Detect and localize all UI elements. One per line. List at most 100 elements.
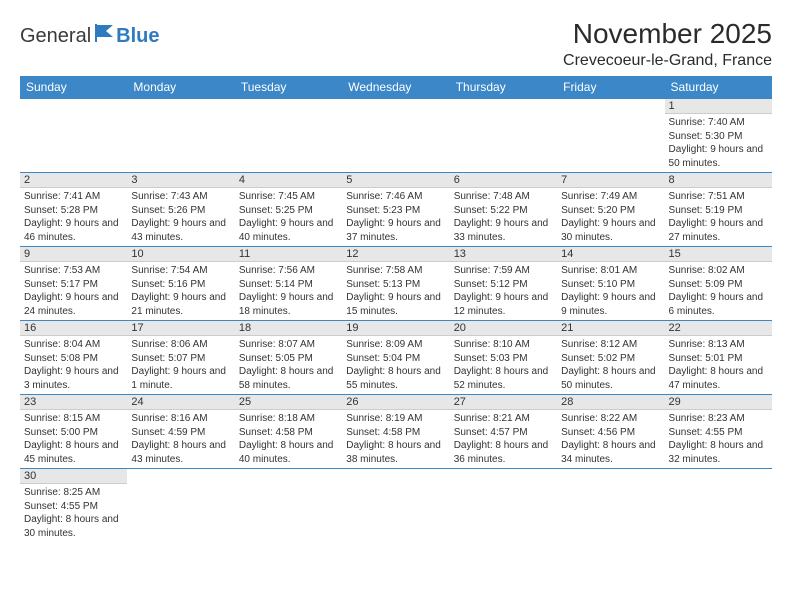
day-cell: 21Sunrise: 8:12 AMSunset: 5:02 PMDayligh… — [557, 321, 664, 395]
day-cell: 2Sunrise: 7:41 AMSunset: 5:28 PMDaylight… — [20, 173, 127, 247]
sunrise-text: Sunrise: 8:02 AM — [669, 264, 768, 278]
calendar-row: 9Sunrise: 7:53 AMSunset: 5:17 PMDaylight… — [20, 247, 772, 321]
calendar-table: SundayMondayTuesdayWednesdayThursdayFrid… — [20, 76, 772, 543]
day-info: Sunrise: 8:18 AMSunset: 4:58 PMDaylight:… — [235, 410, 342, 466]
day-info: Sunrise: 8:19 AMSunset: 4:58 PMDaylight:… — [342, 410, 449, 466]
sunrise-text: Sunrise: 7:48 AM — [454, 190, 553, 204]
logo-text-1: General — [20, 25, 91, 48]
daylight-text: Daylight: 9 hours and 15 minutes. — [346, 291, 445, 318]
day-info: Sunrise: 8:07 AMSunset: 5:05 PMDaylight:… — [235, 336, 342, 392]
day-cell: 6Sunrise: 7:48 AMSunset: 5:22 PMDaylight… — [450, 173, 557, 247]
daylight-text: Daylight: 9 hours and 37 minutes. — [346, 217, 445, 244]
sunrise-text: Sunrise: 7:43 AM — [131, 190, 230, 204]
sunrise-text: Sunrise: 7:54 AM — [131, 264, 230, 278]
empty-cell — [665, 469, 772, 543]
day-info: Sunrise: 8:09 AMSunset: 5:04 PMDaylight:… — [342, 336, 449, 392]
day-number: 10 — [127, 247, 234, 262]
day-cell: 29Sunrise: 8:23 AMSunset: 4:55 PMDayligh… — [665, 395, 772, 469]
daylight-text: Daylight: 8 hours and 55 minutes. — [346, 365, 445, 392]
day-number: 25 — [235, 395, 342, 410]
sunrise-text: Sunrise: 8:07 AM — [239, 338, 338, 352]
sunrise-text: Sunrise: 8:23 AM — [669, 412, 768, 426]
day-number: 5 — [342, 173, 449, 188]
sunrise-text: Sunrise: 7:40 AM — [669, 116, 768, 130]
sunset-text: Sunset: 5:12 PM — [454, 278, 553, 292]
day-info: Sunrise: 8:04 AMSunset: 5:08 PMDaylight:… — [20, 336, 127, 392]
day-number: 16 — [20, 321, 127, 336]
day-number: 13 — [450, 247, 557, 262]
day-number: 29 — [665, 395, 772, 410]
empty-cell — [127, 99, 234, 173]
daylight-text: Daylight: 9 hours and 27 minutes. — [669, 217, 768, 244]
day-info: Sunrise: 7:53 AMSunset: 5:17 PMDaylight:… — [20, 262, 127, 318]
day-info: Sunrise: 8:02 AMSunset: 5:09 PMDaylight:… — [665, 262, 772, 318]
day-number: 17 — [127, 321, 234, 336]
daylight-text: Daylight: 9 hours and 1 minute. — [131, 365, 230, 392]
sunrise-text: Sunrise: 7:41 AM — [24, 190, 123, 204]
calendar-row: 23Sunrise: 8:15 AMSunset: 5:00 PMDayligh… — [20, 395, 772, 469]
sunrise-text: Sunrise: 8:15 AM — [24, 412, 123, 426]
day-info: Sunrise: 7:48 AMSunset: 5:22 PMDaylight:… — [450, 188, 557, 244]
daylight-text: Daylight: 9 hours and 24 minutes. — [24, 291, 123, 318]
day-header-row: SundayMondayTuesdayWednesdayThursdayFrid… — [20, 76, 772, 99]
daylight-text: Daylight: 9 hours and 6 minutes. — [669, 291, 768, 318]
sunrise-text: Sunrise: 7:56 AM — [239, 264, 338, 278]
day-number: 26 — [342, 395, 449, 410]
day-cell: 17Sunrise: 8:06 AMSunset: 5:07 PMDayligh… — [127, 321, 234, 395]
day-number: 7 — [557, 173, 664, 188]
sunrise-text: Sunrise: 8:04 AM — [24, 338, 123, 352]
day-cell: 25Sunrise: 8:18 AMSunset: 4:58 PMDayligh… — [235, 395, 342, 469]
daylight-text: Daylight: 8 hours and 34 minutes. — [561, 439, 660, 466]
sunset-text: Sunset: 5:09 PM — [669, 278, 768, 292]
day-header: Monday — [127, 76, 234, 99]
sunset-text: Sunset: 4:58 PM — [346, 426, 445, 440]
day-cell: 20Sunrise: 8:10 AMSunset: 5:03 PMDayligh… — [450, 321, 557, 395]
sunset-text: Sunset: 5:03 PM — [454, 352, 553, 366]
day-info: Sunrise: 7:49 AMSunset: 5:20 PMDaylight:… — [557, 188, 664, 244]
sunset-text: Sunset: 5:17 PM — [24, 278, 123, 292]
sunrise-text: Sunrise: 8:13 AM — [669, 338, 768, 352]
day-info: Sunrise: 8:15 AMSunset: 5:00 PMDaylight:… — [20, 410, 127, 466]
sunrise-text: Sunrise: 8:18 AM — [239, 412, 338, 426]
sunrise-text: Sunrise: 8:12 AM — [561, 338, 660, 352]
day-info: Sunrise: 8:21 AMSunset: 4:57 PMDaylight:… — [450, 410, 557, 466]
sunrise-text: Sunrise: 8:09 AM — [346, 338, 445, 352]
sunset-text: Sunset: 5:14 PM — [239, 278, 338, 292]
day-number: 3 — [127, 173, 234, 188]
day-info: Sunrise: 7:43 AMSunset: 5:26 PMDaylight:… — [127, 188, 234, 244]
empty-cell — [235, 469, 342, 543]
sunrise-text: Sunrise: 8:06 AM — [131, 338, 230, 352]
day-info: Sunrise: 8:25 AMSunset: 4:55 PMDaylight:… — [20, 484, 127, 540]
daylight-text: Daylight: 8 hours and 30 minutes. — [24, 513, 123, 540]
day-info: Sunrise: 8:06 AMSunset: 5:07 PMDaylight:… — [127, 336, 234, 392]
sunrise-text: Sunrise: 7:58 AM — [346, 264, 445, 278]
daylight-text: Daylight: 9 hours and 50 minutes. — [669, 143, 768, 170]
day-number: 11 — [235, 247, 342, 262]
empty-cell — [557, 99, 664, 173]
day-info: Sunrise: 7:46 AMSunset: 5:23 PMDaylight:… — [342, 188, 449, 244]
sunset-text: Sunset: 5:10 PM — [561, 278, 660, 292]
daylight-text: Daylight: 9 hours and 33 minutes. — [454, 217, 553, 244]
calendar-row: 16Sunrise: 8:04 AMSunset: 5:08 PMDayligh… — [20, 321, 772, 395]
day-number: 28 — [557, 395, 664, 410]
day-number: 19 — [342, 321, 449, 336]
daylight-text: Daylight: 9 hours and 43 minutes. — [131, 217, 230, 244]
day-number: 24 — [127, 395, 234, 410]
day-number: 12 — [342, 247, 449, 262]
day-cell: 5Sunrise: 7:46 AMSunset: 5:23 PMDaylight… — [342, 173, 449, 247]
day-number: 18 — [235, 321, 342, 336]
sunset-text: Sunset: 5:02 PM — [561, 352, 660, 366]
day-number: 21 — [557, 321, 664, 336]
daylight-text: Daylight: 8 hours and 47 minutes. — [669, 365, 768, 392]
day-number: 14 — [557, 247, 664, 262]
day-cell: 10Sunrise: 7:54 AMSunset: 5:16 PMDayligh… — [127, 247, 234, 321]
day-cell: 1Sunrise: 7:40 AMSunset: 5:30 PMDaylight… — [665, 99, 772, 173]
day-header: Thursday — [450, 76, 557, 99]
sunset-text: Sunset: 5:28 PM — [24, 204, 123, 218]
day-number: 2 — [20, 173, 127, 188]
sunset-text: Sunset: 4:55 PM — [669, 426, 768, 440]
daylight-text: Daylight: 9 hours and 3 minutes. — [24, 365, 123, 392]
sunset-text: Sunset: 5:20 PM — [561, 204, 660, 218]
sunset-text: Sunset: 4:57 PM — [454, 426, 553, 440]
logo-text-2: Blue — [116, 25, 159, 48]
